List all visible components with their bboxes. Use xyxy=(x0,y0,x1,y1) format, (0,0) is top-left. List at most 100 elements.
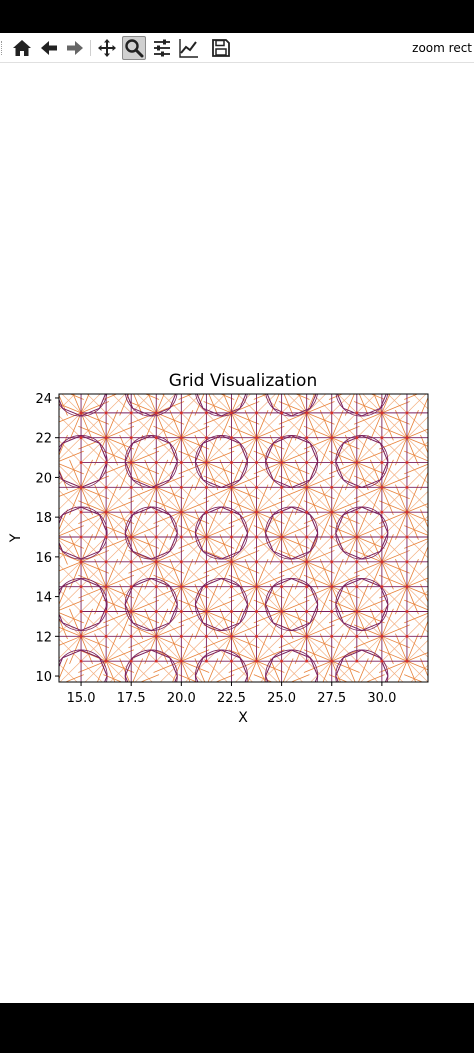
spoke-edge xyxy=(281,611,310,624)
spoke-edge xyxy=(178,599,207,612)
y-tick-label: 24 xyxy=(35,392,52,407)
spoke-edge xyxy=(420,583,428,603)
figure-canvas[interactable]: Grid Visualization 15.0 17.5 20.0 22.5 25.0 2… xyxy=(0,64,474,1003)
light-edge xyxy=(432,611,457,636)
spoke-edge xyxy=(306,534,319,562)
spoke-edge xyxy=(358,658,369,682)
grid-node xyxy=(355,659,359,663)
light-edge xyxy=(281,636,307,662)
toolbar-separator xyxy=(90,40,91,56)
spoke-edge xyxy=(281,462,294,491)
light-edge xyxy=(432,537,457,562)
spoke-edge xyxy=(303,574,332,588)
spoke-edge xyxy=(231,561,260,574)
grid-node xyxy=(255,510,258,514)
light-edge xyxy=(105,586,132,612)
light-edge xyxy=(306,611,332,637)
spoke-edge xyxy=(370,394,385,400)
grid-nodes-layer xyxy=(55,411,434,663)
spoke-edge xyxy=(231,486,260,500)
light-edge xyxy=(105,636,132,662)
grid-node xyxy=(330,535,334,539)
grid-node xyxy=(79,510,83,514)
grid-node xyxy=(355,461,359,464)
spoke-edge xyxy=(432,463,460,474)
spoke-edge xyxy=(206,599,235,612)
grid-node xyxy=(154,610,158,613)
customize-button[interactable] xyxy=(177,36,201,60)
rosette-ring xyxy=(124,649,178,682)
zoom-button[interactable] xyxy=(122,36,146,60)
home-button[interactable] xyxy=(10,36,34,60)
grid-node xyxy=(204,659,208,663)
grid-node xyxy=(79,610,83,613)
grid-node xyxy=(154,510,158,514)
rosette-ring xyxy=(335,394,389,417)
grid-node xyxy=(280,461,284,464)
pan-button[interactable] xyxy=(95,36,119,60)
spoke-edge xyxy=(331,660,341,682)
light-edge xyxy=(206,561,232,587)
spoke-edge xyxy=(153,437,182,450)
subplots-button[interactable] xyxy=(150,36,174,60)
grid-node xyxy=(104,510,108,514)
spoke-edge xyxy=(80,561,93,590)
spoke-edge xyxy=(153,425,182,439)
x-tick-label: 17.5 xyxy=(117,691,146,706)
spoke-edge xyxy=(404,463,428,475)
rosette-ring xyxy=(335,506,389,560)
spoke-edge xyxy=(395,586,408,615)
spoke-edge xyxy=(381,394,391,414)
spoke-edge xyxy=(378,574,408,588)
forward-button[interactable] xyxy=(63,36,87,60)
light-edge xyxy=(156,412,182,438)
grid-node xyxy=(55,411,58,414)
spoke-edge xyxy=(78,511,107,524)
spoke-edge xyxy=(28,526,56,537)
spoke-edge xyxy=(395,484,408,513)
light-edge xyxy=(231,487,257,513)
rosette-ring xyxy=(125,394,178,417)
grid-node xyxy=(431,536,434,539)
save-button[interactable] xyxy=(209,36,233,60)
grid-node xyxy=(330,659,334,663)
grid-node xyxy=(330,585,334,589)
spoke-edge xyxy=(181,511,210,524)
chart-svg[interactable]: Grid Visualization 15.0 17.5 20.0 22.5 25.0 2… xyxy=(0,64,474,1003)
light-edge xyxy=(59,465,82,488)
light-edge xyxy=(80,511,107,538)
grid-node xyxy=(405,510,409,514)
spoke-edge xyxy=(404,599,428,611)
grid-node xyxy=(431,635,434,638)
y-tick-label: 20 xyxy=(35,471,52,486)
light-edge xyxy=(80,586,107,612)
grid-node xyxy=(129,659,133,663)
toolbar-grip[interactable] xyxy=(1,41,4,55)
rosette xyxy=(59,435,108,488)
light-edge xyxy=(381,586,408,612)
grid-node xyxy=(305,461,309,464)
spoke-edge xyxy=(231,550,260,563)
light-edge xyxy=(181,561,207,587)
light-edge xyxy=(130,561,157,587)
grid-node xyxy=(255,436,258,440)
light-edge xyxy=(56,363,81,388)
light-edge xyxy=(80,487,107,513)
spoke-edge xyxy=(64,674,84,682)
grid-node xyxy=(355,485,359,489)
grid-node xyxy=(129,510,133,514)
spoke-edge xyxy=(169,484,182,513)
spoke-edge xyxy=(432,686,444,714)
spoke-edge xyxy=(353,486,383,500)
back-button[interactable] xyxy=(37,36,61,60)
light-edge xyxy=(262,394,282,414)
light-edge xyxy=(332,363,357,388)
spoke-edge xyxy=(80,412,93,441)
x-ticks: 15.0 17.5 20.0 22.5 25.0 27.5 30.0 xyxy=(67,682,396,706)
spoke-edge xyxy=(432,377,460,388)
x-tick-label: 30.0 xyxy=(367,691,396,706)
grid-node xyxy=(55,560,58,563)
spoke-edge xyxy=(59,599,84,611)
spoke-edge xyxy=(283,394,294,416)
spoke-edge xyxy=(78,437,107,450)
